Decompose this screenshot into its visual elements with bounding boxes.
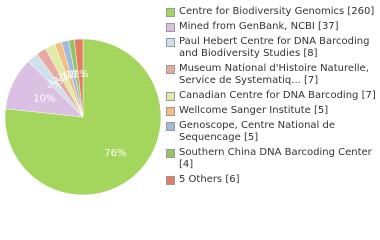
legend-swatch xyxy=(166,23,175,32)
legend-swatch xyxy=(166,149,175,158)
legend-label: Canadian Centre for DNA Barcoding [7] xyxy=(179,90,376,101)
legend-item: Mined from GenBank, NCBI [37] xyxy=(166,21,378,33)
legend-item: Museum National d'Histoire Naturelle, Se… xyxy=(166,63,378,87)
legend-item: Genoscope, Centre National de Sequencage… xyxy=(166,120,378,144)
slice-label: 1% xyxy=(65,70,81,81)
legend-item: Paul Hebert Centre for DNA Barcoding and… xyxy=(166,36,378,60)
legend-item: Canadian Centre for DNA Barcoding [7] xyxy=(166,90,378,102)
slice-label: 2% xyxy=(52,76,68,87)
legend-label: Centre for Biodiversity Genomics [260] xyxy=(179,6,375,17)
slice-label: 1% xyxy=(61,71,77,82)
legend-label: Museum National d'Histoire Naturelle, Se… xyxy=(179,63,369,86)
slice-label: 10% xyxy=(33,93,55,104)
legend-swatch xyxy=(166,92,175,101)
legend-item: Centre for Biodiversity Genomics [260] xyxy=(166,6,378,18)
legend: Centre for Biodiversity Genomics [260] Mi… xyxy=(166,6,378,189)
legend-label: 5 Others [6] xyxy=(179,174,240,185)
legend-label: Paul Hebert Centre for DNA Barcoding and… xyxy=(179,36,370,59)
legend-item: 5 Others [6] xyxy=(166,174,378,186)
slice-label: 76% xyxy=(104,148,126,159)
legend-label: Wellcome Sanger Institute [5] xyxy=(179,105,329,116)
pie-chart: 76%10%2%2%2%1%1%1%1% xyxy=(4,38,162,196)
legend-swatch xyxy=(166,8,175,17)
slice-label: 1% xyxy=(69,70,85,81)
slice-label: 1% xyxy=(73,69,89,80)
legend-swatch xyxy=(166,65,175,74)
legend-item: Wellcome Sanger Institute [5] xyxy=(166,105,378,117)
legend-swatch xyxy=(166,107,175,116)
legend-label: Southern China DNA Barcoding Center [4] xyxy=(179,147,372,170)
legend-item: Southern China DNA Barcoding Center [4] xyxy=(166,147,378,171)
slice-label: 2% xyxy=(47,79,63,90)
legend-label: Mined from GenBank, NCBI [37] xyxy=(179,21,339,32)
legend-swatch xyxy=(166,38,175,47)
pie-slice xyxy=(74,38,84,118)
slice-label: 2% xyxy=(57,73,73,84)
legend-label: Genoscope, Centre National de Sequencage… xyxy=(179,120,336,143)
legend-swatch xyxy=(166,122,175,131)
legend-swatch xyxy=(166,176,175,185)
